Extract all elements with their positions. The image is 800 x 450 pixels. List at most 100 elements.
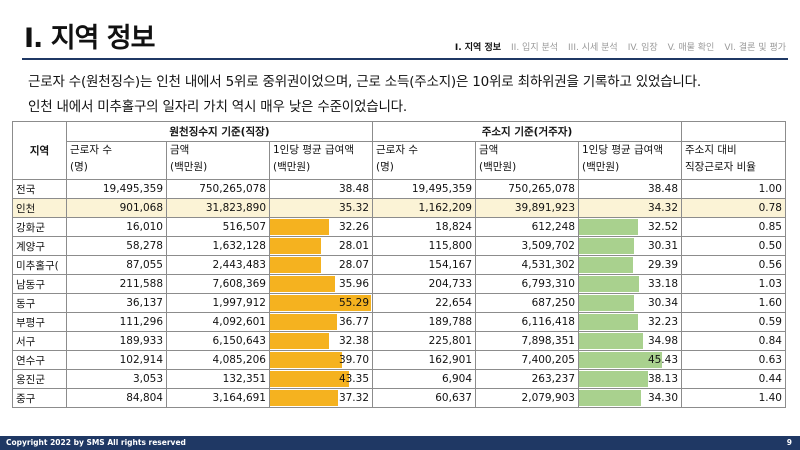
- withholding-workers: 211,588: [66, 274, 167, 294]
- address-avg-salary: 45.43: [578, 350, 682, 370]
- employment-table: 지역 원천징수지 기준(직장) 주소지 기준(거주자) 근로자 수 (명) 금액(…: [12, 121, 786, 408]
- worker-ratio: 1.60: [681, 293, 786, 313]
- address-avg-salary: 38.13: [578, 369, 682, 389]
- avg-salary-value: 35.96: [338, 278, 369, 290]
- table-row: 중구 84,804 3,164,691 37.32 60,637 2,079,903 34.…: [12, 388, 786, 408]
- header-ratio: 주소지 대비 직장근로자 비율: [681, 141, 786, 180]
- page-title: I. 지역 정보: [24, 23, 155, 54]
- avg-salary-value: 34.30: [647, 392, 678, 404]
- nav-item-site-visit[interactable]: IV. 임장: [627, 43, 658, 53]
- withholding-workers: 901,068: [66, 198, 167, 218]
- nav-item-location-analysis[interactable]: II. 입지 분석: [511, 43, 559, 53]
- avg-salary-value: 30.31: [647, 240, 678, 252]
- withholding-workers: 36,137: [66, 293, 167, 313]
- avg-salary-value: 43.35: [338, 373, 369, 385]
- address-avg-salary: 34.32: [578, 198, 682, 218]
- withholding-amount: 1,632,128: [166, 236, 270, 256]
- withholding-amount: 1,997,912: [166, 293, 270, 313]
- address-workers: 115,800: [372, 236, 476, 256]
- withholding-amount: 7,608,369: [166, 274, 270, 294]
- salary-bar-address: [579, 238, 635, 254]
- salary-bar-address: [579, 314, 638, 330]
- avg-salary-value: 32.23: [647, 316, 678, 328]
- withholding-avg-salary: 43.35: [269, 369, 373, 389]
- region-name: 전국: [12, 179, 67, 199]
- withholding-workers: 84,804: [66, 388, 167, 408]
- withholding-amount: 3,164,691: [166, 388, 270, 408]
- withholding-workers: 111,296: [66, 312, 167, 332]
- address-workers: 225,801: [372, 331, 476, 351]
- salary-bar-withholding: [270, 219, 329, 235]
- salary-bar-address: [579, 295, 635, 311]
- withholding-avg-salary: 55.29: [269, 293, 373, 313]
- nav-item-listing-check[interactable]: V. 매물 확인: [667, 43, 715, 53]
- avg-salary-value: 55.29: [338, 297, 369, 309]
- withholding-avg-salary: 35.96: [269, 274, 373, 294]
- salary-bar-withholding: [270, 238, 322, 254]
- salary-bar-withholding: [270, 276, 336, 292]
- avg-salary-value: 36.77: [338, 316, 369, 328]
- salary-bar-address: [579, 219, 639, 235]
- table-row: 옹진군 3,053 132,351 43.35 6,904 263,237 38.13 0.4…: [12, 369, 786, 389]
- avg-salary-value: 38.13: [647, 373, 678, 385]
- salary-bar-address: [579, 390, 642, 406]
- address-amount: 750,265,078: [475, 179, 579, 199]
- withholding-amount: 31,823,890: [166, 198, 270, 218]
- address-avg-salary: 30.34: [578, 293, 682, 313]
- salary-bar-withholding: [270, 371, 349, 387]
- salary-bar-withholding: [270, 352, 343, 368]
- nav-item-region-info[interactable]: I. 지역 정보: [454, 43, 502, 53]
- header-address-avg: 1인당 평균 급여액 (백만원): [578, 141, 682, 180]
- withholding-avg-salary: 35.32: [269, 198, 373, 218]
- salary-bar-withholding: [270, 390, 338, 406]
- table-row: 강화군 16,010 516,507 32.26 18,824 612,248 32.52 0…: [12, 217, 786, 237]
- avg-salary-value: 32.38: [338, 335, 369, 347]
- salary-bar-withholding: [270, 257, 322, 273]
- table-row: 전국 19,495,359 750,265,078 38.48 19,495,359 75…: [12, 179, 786, 199]
- worker-ratio: 1.03: [681, 274, 786, 294]
- address-avg-salary: 32.52: [578, 217, 682, 237]
- avg-salary-value: 39.70: [338, 354, 369, 366]
- withholding-amount: 2,443,483: [166, 255, 270, 275]
- address-workers: 6,904: [372, 369, 476, 389]
- address-avg-salary: 29.39: [578, 255, 682, 275]
- withholding-workers: 16,010: [66, 217, 167, 237]
- avg-salary-value: 29.39: [647, 259, 678, 271]
- avg-salary-value: 28.07: [338, 259, 369, 271]
- worker-ratio: 0.50: [681, 236, 786, 256]
- avg-salary-value: 34.98: [647, 335, 678, 347]
- address-amount: 7,400,205: [475, 350, 579, 370]
- avg-salary-value: 32.26: [338, 221, 369, 233]
- table-row: 계양구 58,278 1,632,128 28.01 115,800 3,509,702 3…: [12, 236, 786, 256]
- address-workers: 18,824: [372, 217, 476, 237]
- withholding-avg-salary: 28.07: [269, 255, 373, 275]
- withholding-amount: 6,150,643: [166, 331, 270, 351]
- header-region: 지역: [12, 121, 67, 180]
- worker-ratio: 1.00: [681, 179, 786, 199]
- footer-bar: [0, 436, 800, 450]
- table-row: 연수구 102,914 4,085,206 39.70 162,901 7,400,205…: [12, 350, 786, 370]
- withholding-avg-salary: 28.01: [269, 236, 373, 256]
- worker-ratio: 0.78: [681, 198, 786, 218]
- withholding-avg-salary: 37.32: [269, 388, 373, 408]
- header-group-address: 주소지 기준(거주자): [372, 121, 682, 142]
- withholding-amount: 750,265,078: [166, 179, 270, 199]
- region-name: 강화군: [12, 217, 67, 237]
- region-name: 미추홀구(: [12, 255, 67, 275]
- nav-item-conclusion[interactable]: VI. 결론 및 평가: [724, 43, 786, 53]
- withholding-amount: 516,507: [166, 217, 270, 237]
- salary-bar-address: [579, 257, 633, 273]
- worker-ratio: 0.56: [681, 255, 786, 275]
- address-avg-salary: 32.23: [578, 312, 682, 332]
- address-avg-salary: 33.18: [578, 274, 682, 294]
- table-row: 남동구 211,588 7,608,369 35.96 204,733 6,793,310…: [12, 274, 786, 294]
- region-name: 인천: [12, 198, 67, 218]
- worker-ratio: 0.44: [681, 369, 786, 389]
- worker-ratio: 0.84: [681, 331, 786, 351]
- withholding-avg-salary: 39.70: [269, 350, 373, 370]
- table-row: 동구 36,137 1,997,912 55.29 22,654 687,250 30.34…: [12, 293, 786, 313]
- address-amount: 4,531,302: [475, 255, 579, 275]
- nav-item-price-analysis[interactable]: III. 시세 분석: [568, 43, 618, 53]
- salary-bar-withholding: [270, 314, 337, 330]
- section-nav: I. 지역 정보 II. 입지 분석 III. 시세 분석 IV. 임장 V. …: [455, 40, 786, 53]
